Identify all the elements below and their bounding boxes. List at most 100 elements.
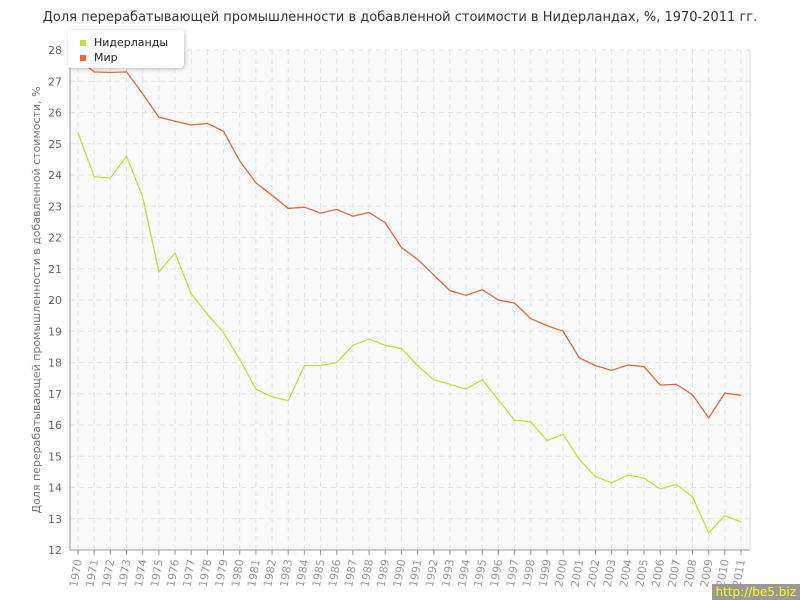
data-point: [287, 207, 289, 209]
data-point: [514, 419, 516, 421]
data-point: [320, 365, 322, 367]
x-tick-label: 1981: [245, 558, 263, 588]
data-point: [255, 388, 257, 390]
y-tick-label: 27: [48, 75, 62, 88]
data-point: [546, 325, 548, 327]
y-tick-label: 16: [48, 419, 62, 432]
data-point: [659, 384, 661, 386]
x-tick-label: 2002: [585, 558, 603, 588]
legend: Нидерланды Мир: [68, 30, 184, 68]
y-tick-label: 15: [48, 450, 62, 463]
data-point: [594, 476, 596, 478]
data-point: [368, 212, 370, 214]
x-tick-label: 1973: [116, 558, 134, 588]
y-tick-label: 21: [48, 263, 62, 276]
data-point: [190, 293, 192, 295]
x-tick-label: 1976: [164, 558, 182, 588]
data-point: [384, 222, 386, 224]
data-point: [530, 318, 532, 320]
y-tick-label: 19: [48, 325, 62, 338]
x-tick-label: 1995: [472, 558, 490, 588]
x-tick-label: 1972: [100, 558, 118, 588]
data-point: [271, 194, 273, 196]
data-point: [206, 122, 208, 124]
data-point: [627, 364, 629, 366]
data-point: [303, 206, 305, 208]
data-point: [271, 396, 273, 398]
y-tick-label: 25: [48, 138, 62, 151]
x-tick-label: 1986: [326, 558, 344, 588]
data-point: [126, 71, 128, 73]
data-point: [611, 482, 613, 484]
data-point: [675, 383, 677, 385]
data-point: [417, 258, 419, 260]
data-point: [659, 488, 661, 490]
data-point: [417, 365, 419, 367]
x-tick-label: 2008: [682, 558, 700, 588]
x-tick-label: 1990: [391, 558, 409, 588]
legend-item-world[interactable]: Мир: [80, 51, 118, 64]
data-point: [77, 132, 79, 134]
y-tick-label: 24: [48, 169, 62, 182]
x-tick-label: 1971: [83, 558, 101, 588]
data-point: [514, 302, 516, 304]
data-point: [578, 357, 580, 359]
plot-area: [70, 50, 750, 550]
data-point: [643, 366, 645, 368]
data-point: [352, 344, 354, 346]
x-tick-label: 1985: [310, 558, 328, 588]
x-tick-label: 2000: [552, 558, 570, 588]
data-point: [93, 71, 95, 73]
data-point: [93, 176, 95, 178]
legend-item-netherlands[interactable]: Нидерланды: [80, 36, 168, 49]
x-tick-label: 1992: [423, 558, 441, 588]
data-point: [546, 440, 548, 442]
x-tick-label: 1977: [180, 558, 198, 588]
data-point: [724, 515, 726, 517]
data-point: [691, 394, 693, 396]
data-point: [465, 294, 467, 296]
data-point: [158, 271, 160, 273]
x-tick-label: 2009: [698, 558, 716, 588]
x-tick-label: 1983: [278, 558, 296, 588]
x-tick-label: 2007: [666, 558, 684, 588]
y-axis-label: Доля перерабатывающей промышленности в д…: [30, 86, 43, 513]
data-point: [611, 369, 613, 371]
data-point: [433, 274, 435, 276]
data-point: [562, 433, 564, 435]
data-point: [497, 299, 499, 301]
x-tick-label: 2001: [569, 558, 587, 588]
x-tick-label: 1988: [358, 558, 376, 588]
data-point: [190, 124, 192, 126]
x-tick-label: 1978: [197, 558, 215, 588]
y-tick-label: 18: [48, 357, 62, 370]
legend-label: Мир: [94, 51, 118, 64]
data-point: [433, 379, 435, 381]
data-point: [303, 365, 305, 367]
data-point: [368, 338, 370, 340]
data-point: [109, 72, 111, 74]
x-tick-label: 1993: [439, 558, 457, 588]
data-point: [206, 313, 208, 315]
data-point: [336, 362, 338, 364]
x-tick-label: 1979: [213, 558, 231, 588]
x-tick-label: 1996: [488, 558, 506, 588]
x-tick-label: 1984: [294, 558, 312, 588]
data-point: [336, 208, 338, 210]
x-tick-label: 2005: [633, 558, 651, 588]
y-tick-label: 28: [48, 44, 62, 57]
data-point: [239, 358, 241, 360]
data-point: [158, 116, 160, 118]
y-tick-label: 26: [48, 107, 62, 120]
data-point: [174, 252, 176, 254]
watermark[interactable]: http://be5.biz: [711, 584, 800, 600]
data-point: [643, 477, 645, 479]
x-tick-label: 2011: [730, 558, 748, 588]
data-point: [126, 155, 128, 157]
data-point: [400, 247, 402, 249]
x-tick-label: 2006: [649, 558, 667, 588]
x-tick-label: 1997: [504, 558, 522, 588]
data-point: [497, 399, 499, 401]
data-point: [708, 417, 710, 419]
